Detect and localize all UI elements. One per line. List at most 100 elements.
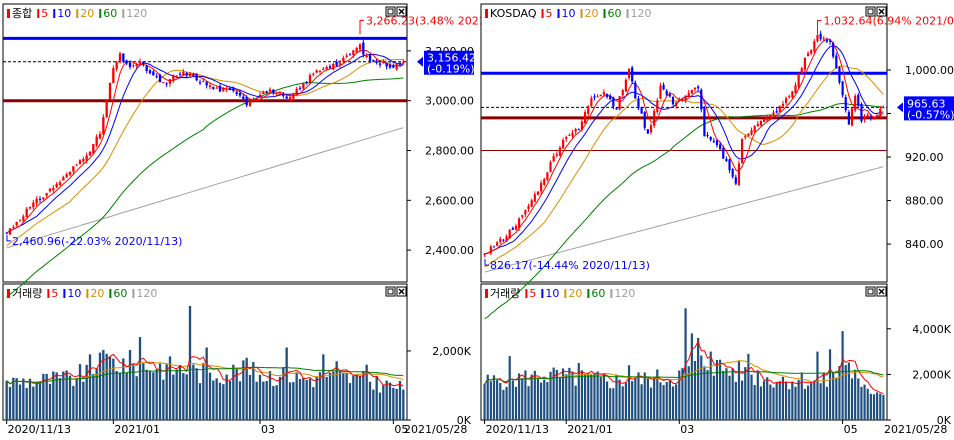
candle-body bbox=[609, 95, 612, 100]
close-icon-price-kospi[interactable] bbox=[396, 6, 407, 17]
maximize-icon-price-kospi[interactable] bbox=[385, 6, 396, 17]
volume-bar bbox=[118, 372, 122, 420]
volume-bar bbox=[844, 365, 847, 420]
legend-ma-5[interactable]: 5 bbox=[51, 287, 58, 300]
candle-body bbox=[192, 74, 195, 76]
candle-body bbox=[577, 129, 580, 131]
candle-body bbox=[706, 134, 709, 136]
legend-mark bbox=[7, 289, 10, 298]
volume-bar bbox=[511, 380, 514, 420]
current-price-value: 3,156.42 bbox=[427, 52, 476, 65]
candle-body bbox=[392, 65, 395, 68]
volume-bar bbox=[734, 381, 737, 420]
volume-bar bbox=[741, 380, 744, 420]
volume-bar bbox=[255, 381, 258, 420]
candle-body bbox=[847, 111, 850, 125]
candle-body bbox=[345, 55, 348, 57]
volume-bar bbox=[112, 358, 115, 420]
legend-ma-20[interactable]: 20 bbox=[90, 287, 104, 300]
candle-body bbox=[102, 117, 105, 135]
low-annotation: 826.17(-14.44% 2020/11/13) bbox=[490, 259, 650, 272]
legend-ma-120[interactable]: 120 bbox=[614, 287, 635, 300]
legend-ma-10[interactable]: 10 bbox=[562, 7, 576, 20]
volume-bar bbox=[58, 378, 62, 420]
volume-bar bbox=[596, 371, 599, 420]
volume-bar bbox=[492, 375, 496, 420]
volume-bar bbox=[158, 363, 162, 420]
close-icon-price-kosdaq[interactable] bbox=[876, 6, 887, 17]
legend-ma-120[interactable]: 120 bbox=[136, 287, 157, 300]
legend-ma-60[interactable]: 60 bbox=[103, 7, 117, 20]
legend-ma-60[interactable]: 60 bbox=[608, 7, 622, 20]
candle-body bbox=[565, 137, 568, 140]
candle-body bbox=[778, 106, 781, 112]
volume-bar bbox=[753, 384, 756, 420]
candle-body bbox=[762, 119, 766, 122]
candle-body bbox=[358, 44, 362, 50]
legend-ma-60[interactable]: 60 bbox=[113, 287, 127, 300]
legend-ma-10[interactable]: 10 bbox=[67, 287, 81, 300]
candle-body bbox=[88, 151, 92, 156]
volume-bar bbox=[318, 372, 322, 420]
volume-bar bbox=[305, 380, 308, 420]
legend-ma-5[interactable]: 5 bbox=[529, 287, 536, 300]
volume-bar bbox=[102, 349, 105, 420]
volume-bar bbox=[769, 384, 772, 420]
legend-ma-120[interactable]: 120 bbox=[126, 7, 147, 20]
volume-bar bbox=[335, 361, 338, 420]
candle-body bbox=[857, 94, 860, 106]
date-tick-label: 2021/01 bbox=[114, 423, 160, 436]
legend-ma-10[interactable]: 10 bbox=[545, 287, 559, 300]
volume-bar bbox=[832, 371, 835, 420]
maximize-icon-volume-kospi[interactable] bbox=[385, 286, 396, 297]
candle-body bbox=[328, 66, 332, 68]
volume-bar bbox=[298, 378, 302, 420]
price-tick-label: 2,400.00 bbox=[425, 244, 474, 257]
volume-bar bbox=[395, 388, 398, 420]
legend-ma-20[interactable]: 20 bbox=[568, 287, 582, 300]
candle-body bbox=[612, 97, 615, 107]
volume-bar bbox=[866, 388, 869, 420]
volume-bar bbox=[574, 385, 577, 420]
candles bbox=[483, 30, 885, 257]
volume-bar bbox=[292, 382, 295, 420]
candle-body bbox=[835, 55, 838, 69]
date-tick-label: 2021/01 bbox=[567, 423, 613, 436]
legend-ma-5[interactable]: 5 bbox=[41, 7, 48, 20]
legend-ma-60[interactable]: 60 bbox=[591, 287, 605, 300]
volume-bar bbox=[640, 384, 643, 420]
ma-line-20 bbox=[6, 58, 404, 247]
candle-body bbox=[182, 71, 185, 76]
maximize-icon-volume-kosdaq[interactable] bbox=[865, 286, 876, 297]
volume-bar bbox=[521, 378, 524, 420]
volume-bar bbox=[728, 375, 731, 420]
legend-ma-20[interactable]: 20 bbox=[80, 7, 94, 20]
volume-bar bbox=[706, 370, 709, 420]
legend-ma-5[interactable]: 5 bbox=[546, 7, 553, 20]
volume-bar bbox=[558, 377, 562, 420]
candle-body bbox=[794, 85, 797, 93]
volume-bar bbox=[825, 386, 828, 420]
candle-body bbox=[502, 239, 505, 241]
legend-ma-20[interactable]: 20 bbox=[585, 7, 599, 20]
candle-body bbox=[222, 88, 225, 91]
maximize-icon-inner bbox=[387, 8, 394, 15]
volume-bar bbox=[88, 354, 92, 420]
legend-ma-120[interactable]: 120 bbox=[631, 7, 652, 20]
legend-ma-10[interactable]: 10 bbox=[57, 7, 71, 20]
volume-bar bbox=[747, 353, 750, 420]
volume-bar bbox=[612, 388, 615, 420]
candle-body bbox=[659, 85, 662, 99]
volume-bar bbox=[788, 389, 791, 420]
candle-body bbox=[135, 64, 138, 67]
close-icon-volume-kospi[interactable] bbox=[396, 286, 407, 297]
maximize-icon-price-kosdaq[interactable] bbox=[865, 6, 876, 17]
candle-body bbox=[549, 162, 552, 172]
volume-bar bbox=[816, 351, 819, 420]
volume-tick-label: 4,000K bbox=[912, 323, 951, 336]
volume-bar bbox=[42, 373, 45, 420]
candle-body bbox=[866, 114, 869, 118]
close-icon-volume-kosdaq[interactable] bbox=[876, 286, 887, 297]
candle-body bbox=[165, 83, 168, 85]
